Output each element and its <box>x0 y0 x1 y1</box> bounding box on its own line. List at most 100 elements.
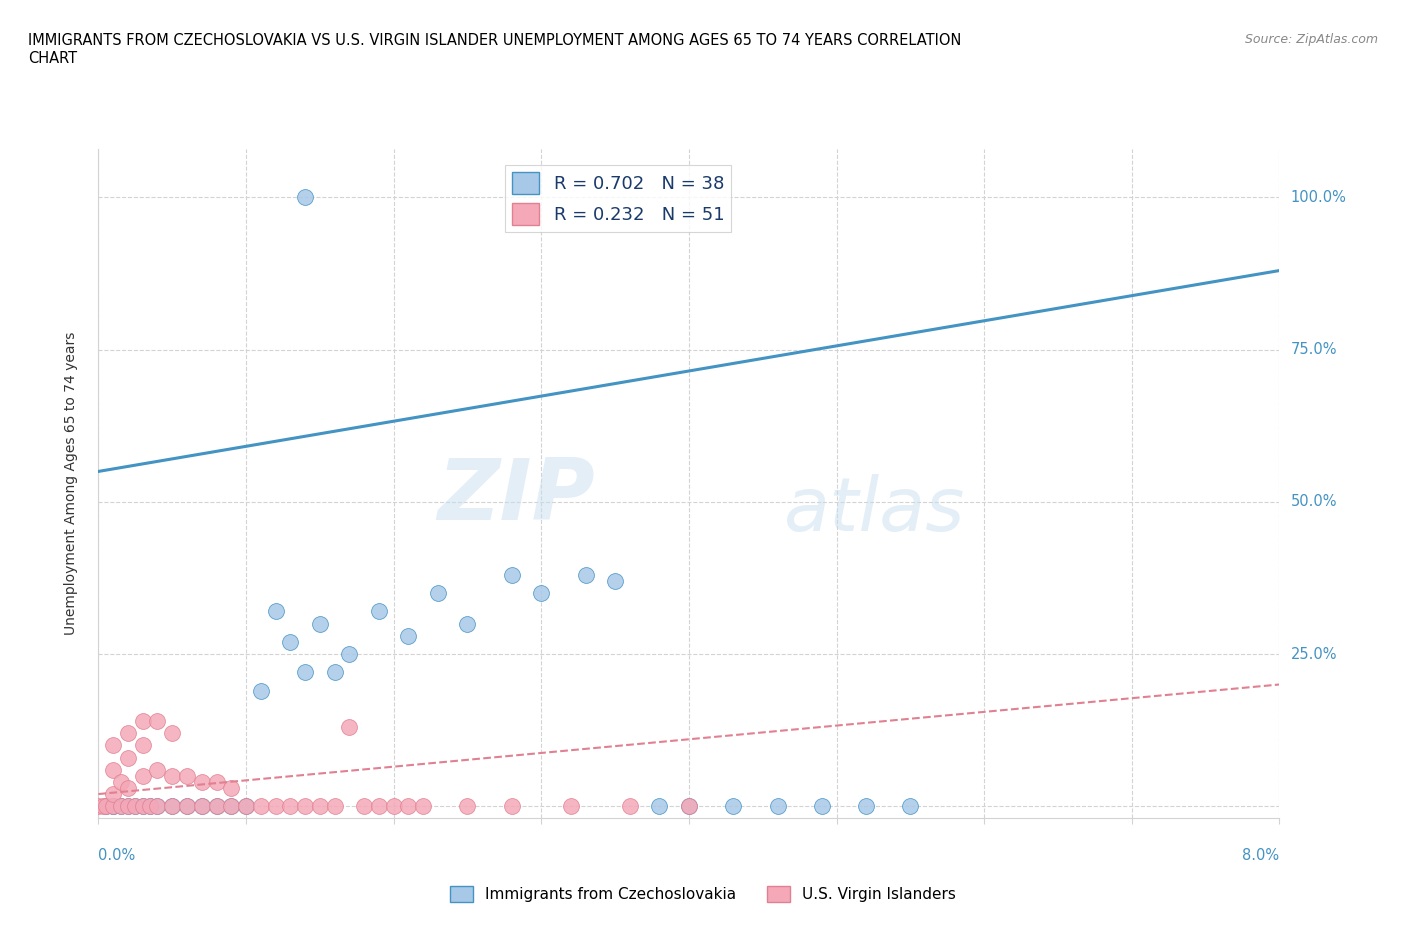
Point <box>501 567 523 582</box>
Point <box>810 799 832 814</box>
Point <box>176 799 198 814</box>
Point <box>91 799 114 814</box>
Point <box>235 799 257 814</box>
Point <box>353 799 375 814</box>
Point <box>574 567 596 582</box>
Y-axis label: Unemployment Among Ages 65 to 74 years: Unemployment Among Ages 65 to 74 years <box>63 332 77 635</box>
Point <box>308 617 332 631</box>
Point <box>337 646 360 661</box>
Point <box>294 665 316 680</box>
Point <box>162 799 183 814</box>
Point <box>124 799 146 814</box>
Point <box>191 775 214 790</box>
Point <box>219 799 242 814</box>
Text: 8.0%: 8.0% <box>1243 848 1279 863</box>
Point <box>382 799 405 814</box>
Point <box>110 799 132 814</box>
Point <box>205 775 228 790</box>
Point <box>103 763 124 777</box>
Point <box>139 799 162 814</box>
Point <box>530 586 553 601</box>
Legend: R = 0.702   N = 38, R = 0.232   N = 51: R = 0.702 N = 38, R = 0.232 N = 51 <box>505 165 731 232</box>
Point <box>103 787 124 802</box>
Point <box>103 799 124 814</box>
Point <box>278 634 301 649</box>
Point <box>162 799 183 814</box>
Point <box>678 799 700 814</box>
Point <box>146 799 169 814</box>
Point <box>191 799 214 814</box>
Point <box>162 768 183 783</box>
Point <box>264 799 287 814</box>
Point <box>117 799 139 814</box>
Point <box>323 799 346 814</box>
Text: IMMIGRANTS FROM CZECHOSLOVAKIA VS U.S. VIRGIN ISLANDER UNEMPLOYMENT AMONG AGES 6: IMMIGRANTS FROM CZECHOSLOVAKIA VS U.S. V… <box>28 33 962 47</box>
Point <box>367 799 389 814</box>
Point <box>103 799 124 814</box>
Point <box>117 751 139 765</box>
Text: 50.0%: 50.0% <box>1291 495 1337 510</box>
Point <box>110 775 132 790</box>
Point <box>146 713 169 728</box>
Point <box>250 799 273 814</box>
Point <box>219 780 242 795</box>
Point <box>176 799 198 814</box>
Point <box>94 799 117 814</box>
Point <box>132 799 155 814</box>
Point <box>648 799 671 814</box>
Point <box>132 768 155 783</box>
Point <box>176 768 198 783</box>
Point <box>619 799 641 814</box>
Point <box>605 574 627 589</box>
Point <box>898 799 921 814</box>
Point <box>294 190 316 205</box>
Point <box>103 799 124 814</box>
Point <box>146 763 169 777</box>
Point <box>323 665 346 680</box>
Point <box>855 799 877 814</box>
Text: 100.0%: 100.0% <box>1291 190 1347 205</box>
Point <box>110 799 132 814</box>
Point <box>117 780 139 795</box>
Point <box>678 799 700 814</box>
Point <box>124 799 146 814</box>
Point <box>191 799 214 814</box>
Text: 75.0%: 75.0% <box>1291 342 1337 357</box>
Point <box>396 799 419 814</box>
Point <box>294 799 316 814</box>
Point <box>132 713 155 728</box>
Point <box>250 684 273 698</box>
Point <box>560 799 582 814</box>
Text: atlas: atlas <box>783 474 965 547</box>
Point <box>264 604 287 618</box>
Point <box>456 617 478 631</box>
Text: Source: ZipAtlas.com: Source: ZipAtlas.com <box>1244 33 1378 46</box>
Point <box>219 799 242 814</box>
Point <box>766 799 789 814</box>
Point <box>396 629 419 644</box>
Point <box>87 799 110 814</box>
Point <box>278 799 301 814</box>
Point <box>205 799 228 814</box>
Point <box>721 799 744 814</box>
Point <box>456 799 478 814</box>
Point <box>426 586 449 601</box>
Point <box>501 799 523 814</box>
Point <box>162 725 183 740</box>
Point <box>132 737 155 752</box>
Text: 25.0%: 25.0% <box>1291 646 1337 661</box>
Point <box>412 799 434 814</box>
Text: ZIP: ZIP <box>437 456 595 538</box>
Point <box>94 799 117 814</box>
Point <box>117 725 139 740</box>
Point <box>308 799 332 814</box>
Text: 0.0%: 0.0% <box>98 848 135 863</box>
Point <box>235 799 257 814</box>
Point <box>146 799 169 814</box>
Point <box>205 799 228 814</box>
Legend: Immigrants from Czechoslovakia, U.S. Virgin Islanders: Immigrants from Czechoslovakia, U.S. Vir… <box>444 880 962 909</box>
Text: CHART: CHART <box>28 51 77 66</box>
Point <box>103 737 124 752</box>
Point <box>139 799 162 814</box>
Point <box>337 720 360 735</box>
